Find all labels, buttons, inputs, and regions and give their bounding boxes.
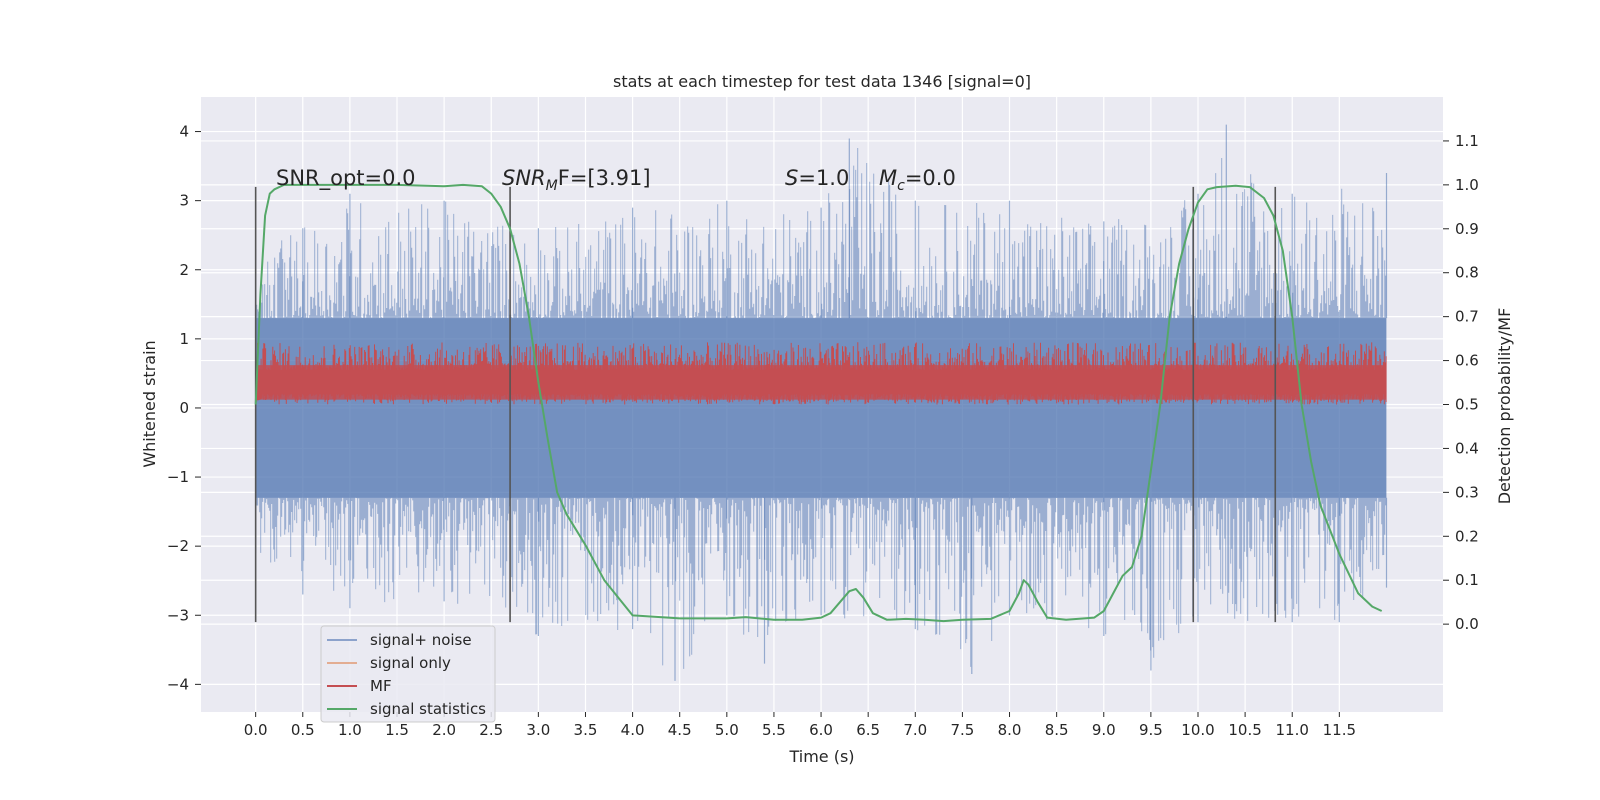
y-axis-right-label: Detection probability/MF (1495, 308, 1514, 505)
y-axis-left-ticks: −4 −3 −2 −1 0 1 2 3 4 (167, 123, 201, 693)
x-tick-label: 0.5 (291, 721, 315, 739)
x-tick-label: 2.5 (479, 721, 503, 739)
x-tick-label: 3.0 (526, 721, 550, 739)
x-tick-label: 10.0 (1181, 721, 1214, 739)
x-tick-label: 5.5 (762, 721, 786, 739)
x-axis-ticks: 0.0 0.5 1.0 1.5 2.0 2.5 3.0 3.5 4.0 4.5 5.0 5.5 6.0 6… (244, 712, 1356, 739)
annotation-snr-mf: SNRMF=[3.91] (502, 166, 651, 194)
y-axis-left-label: Whitened strain (140, 340, 159, 467)
y-right-tick-label: 1.1 (1455, 132, 1479, 150)
x-tick-label: 3.5 (574, 721, 598, 739)
x-axis-label: Time (s) (788, 747, 854, 766)
y-left-tick-label: 1 (179, 330, 189, 348)
y-left-tick-label: 0 (179, 399, 189, 417)
x-tick-label: 7.0 (903, 721, 927, 739)
annotation-snr-mf-main: SNR (502, 166, 546, 190)
y-left-tick-label: −4 (167, 675, 189, 693)
annotation-mc-symbol: M (879, 166, 897, 190)
y-left-tick-label: −2 (167, 537, 189, 555)
chart-title: stats at each timestep for test data 134… (613, 72, 1031, 91)
y-axis-right-ticks: 0.0 0.1 0.2 0.3 0.4 0.5 0.6 0.7 0.8 0.9 1.0 1.1 (1443, 132, 1479, 633)
y-right-tick-label: 0.6 (1455, 352, 1479, 370)
signal-statistics-line (254, 183, 1383, 623)
x-tick-label: 4.5 (668, 721, 692, 739)
x-tick-label: 8.0 (998, 721, 1022, 739)
x-tick-label: 5.0 (715, 721, 739, 739)
y-right-tick-label: 0.4 (1455, 439, 1479, 457)
vertical-markers (254, 186, 1277, 623)
x-tick-label: 6.0 (809, 721, 833, 739)
y-right-tick-label: 0.9 (1455, 220, 1479, 238)
x-tick-label: 11.5 (1323, 721, 1356, 739)
legend-label: MF (370, 677, 392, 695)
x-tick-label: 9.5 (1139, 721, 1163, 739)
annotation-mc-value: =0.0 (905, 166, 956, 190)
y-left-tick-label: 4 (179, 123, 189, 141)
x-tick-label: 7.5 (950, 721, 974, 739)
x-tick-label: 1.0 (338, 721, 362, 739)
x-tick-label: 0.0 (244, 721, 268, 739)
legend: signal+ noise signal only MF signal statist… (320, 625, 496, 723)
y-right-tick-label: 1.0 (1455, 176, 1479, 194)
annotation-snr-mf-sub: M (546, 178, 558, 194)
annotation-s: S=1.0 (785, 166, 849, 190)
x-tick-label: 11.0 (1276, 721, 1309, 739)
y-right-tick-label: 0.1 (1455, 571, 1479, 589)
annotation-snr-opt: SNR_opt=0.0 (276, 166, 416, 191)
y-left-tick-label: −3 (167, 606, 189, 624)
annotation-s-value: =1.0 (798, 166, 849, 190)
annotation-s-symbol: S (785, 166, 798, 190)
x-tick-label: 10.5 (1228, 721, 1261, 739)
legend-label: signal statistics (370, 700, 486, 718)
y-left-tick-label: −1 (167, 468, 189, 486)
legend-label: signal+ noise (370, 631, 472, 649)
legend-label: signal only (370, 654, 451, 672)
y-right-tick-label: 0.7 (1455, 308, 1479, 326)
x-tick-label: 9.0 (1092, 721, 1116, 739)
y-left-tick-label: 2 (179, 261, 189, 279)
y-right-tick-label: 0.2 (1455, 527, 1479, 545)
y-right-tick-label: 0.3 (1455, 483, 1479, 501)
y-left-tick-label: 3 (179, 192, 189, 210)
x-tick-label: 1.5 (385, 721, 409, 739)
series-signal-noise (255, 124, 1388, 681)
y-right-tick-label: 0.0 (1455, 615, 1479, 633)
x-tick-label: 8.5 (1045, 721, 1069, 739)
x-tick-label: 4.0 (621, 721, 645, 739)
legend-box (320, 625, 496, 723)
x-tick-label: 2.0 (432, 721, 456, 739)
y-right-tick-label: 0.5 (1455, 396, 1479, 414)
x-tick-label: 6.5 (856, 721, 880, 739)
annotation-mc-sub: c (897, 178, 905, 194)
annotation-mc: Mc=0.0 (879, 166, 956, 194)
y-right-tick-label: 0.8 (1455, 264, 1479, 282)
series-signal-statistics (254, 183, 1383, 623)
annotation-snr-mf-rest: F=[3.91] (558, 166, 651, 190)
